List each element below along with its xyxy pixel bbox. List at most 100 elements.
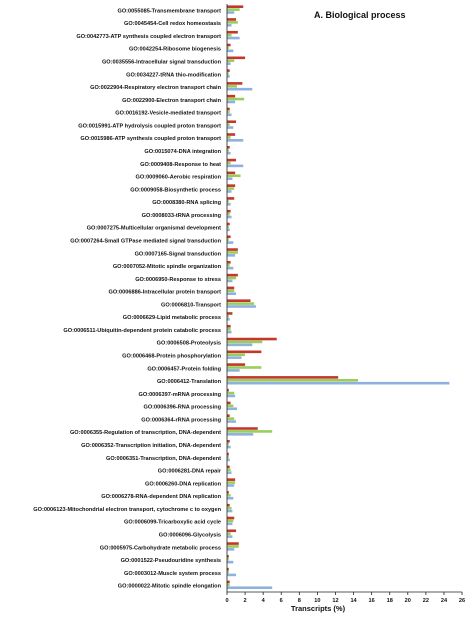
bar-series-3 (227, 215, 232, 219)
bar-series-2 (227, 302, 255, 305)
x-tick-label: 26 (459, 598, 465, 604)
bar-series-3 (227, 330, 232, 334)
bar-series-2 (227, 72, 229, 75)
bar-series-2 (227, 21, 238, 24)
bar-series-2 (227, 84, 237, 88)
x-tick-label: 6 (280, 598, 283, 604)
bar-series-3 (227, 317, 230, 321)
category-label: GO:0006468-Protein phosphorylation (122, 354, 221, 360)
bar-series-2 (227, 340, 263, 344)
x-tick-label: 12 (332, 598, 338, 604)
bar-series-3 (227, 445, 231, 449)
bar-series-2 (227, 494, 231, 497)
bar-series-2 (227, 506, 232, 510)
bar-series-1 (227, 324, 231, 328)
bar-series-1 (227, 69, 230, 72)
category-label: GO:0006508-Proteolysis (157, 341, 221, 347)
bar-series-2 (227, 519, 234, 523)
bar-series-1 (227, 414, 230, 418)
bar-series-1 (227, 376, 339, 379)
bar-series-1 (227, 312, 233, 315)
category-label: GO:0042773-ATP synthesis coupled electro… (76, 34, 221, 40)
category-label: GO:0016192-Vesicle-mediated transport (115, 111, 221, 117)
bar-series-1 (227, 580, 230, 584)
category-label: GO:0009408-Response to heat (140, 162, 221, 168)
bar-series-1 (227, 30, 238, 34)
bar-series-2 (227, 557, 229, 561)
bar-series-1 (227, 209, 231, 213)
category-label: GO:0006281-DNA repair (158, 469, 222, 475)
bar-series-1 (227, 94, 236, 98)
bar-series-2 (227, 545, 239, 548)
category-label: GO:0006364-rRNA processing (141, 417, 221, 423)
x-tick-label: 0 (225, 598, 228, 604)
bar-series-1 (227, 171, 236, 175)
category-label: GO:0045454-Cell redox homeostasis (124, 21, 221, 27)
category-label: GO:0006352-Transcription initiation, DNA… (81, 443, 221, 449)
bars-group (227, 5, 450, 590)
category-label: GO:0009058-Biosynthetic process (130, 187, 221, 193)
bar-series-3 (227, 151, 231, 155)
bar-series-3 (227, 75, 230, 78)
bar-series-2 (227, 136, 231, 139)
bar-series-2 (227, 59, 235, 63)
bar-series-2 (227, 212, 230, 216)
bar-series-1 (227, 401, 231, 405)
category-label: GO:0006886-Intracellular protein transpo… (108, 290, 221, 296)
bar-series-3 (227, 458, 230, 462)
bar-series-1 (227, 222, 230, 226)
bar-series-2 (227, 225, 229, 229)
bar-series-1 (227, 18, 237, 21)
bar-series-3 (227, 164, 244, 168)
category-label: GO:0015991-ATP hydrolysis coupled proton… (78, 123, 221, 129)
x-tick-label: 2 (244, 598, 247, 604)
bar-series-3 (227, 548, 235, 551)
bar-series-2 (227, 110, 230, 114)
bar-series-2 (227, 532, 231, 535)
category-label: GO:0007052-Mitotic spindle organization (113, 264, 222, 270)
bar-series-1 (227, 542, 239, 545)
bar-series-2 (227, 238, 229, 241)
category-label: GO:0000022-Mitotic spindle elongation (118, 584, 222, 590)
chart-title: A. Biological process (314, 10, 406, 20)
bar-series-1 (227, 465, 230, 469)
bar-series-3 (227, 139, 244, 142)
bar-series-2 (227, 33, 232, 37)
bar-series-3 (227, 381, 450, 385)
bar-series-2 (227, 391, 235, 395)
bar-series-3 (227, 177, 233, 180)
category-label: GO:0006457-Protein folding (147, 366, 221, 372)
bar-series-1 (227, 5, 244, 8)
bar-series-2 (227, 161, 231, 165)
category-label: GO:0006396-RNA processing (143, 405, 221, 411)
bar-series-1 (227, 388, 229, 392)
bar-series-1 (227, 286, 235, 290)
bar-series-2 (227, 455, 229, 459)
bar-series-1 (227, 427, 258, 430)
x-axis-title: Transcripts (%) (291, 604, 346, 613)
bar-series-1 (227, 107, 230, 111)
bar-series-1 (227, 516, 235, 520)
bar-series-2 (227, 251, 238, 254)
category-label: GO:0007264-Small GTPase mediated signal … (70, 238, 221, 244)
bar-series-3 (227, 586, 273, 590)
bar-series-2 (227, 481, 236, 484)
bar-series-1 (227, 146, 230, 149)
bar-series-1 (227, 273, 238, 277)
category-label: GO:0006278-RNA-dependent DNA replication (101, 494, 221, 500)
x-tick-label: 14 (350, 598, 357, 604)
x-tick-label: 22 (423, 598, 429, 604)
bar-series-3 (227, 535, 233, 538)
bar-series-1 (227, 555, 229, 558)
bar-series-3 (227, 113, 232, 117)
bar-series-2 (227, 263, 230, 267)
bar-series-1 (227, 82, 243, 85)
bar-series-3 (227, 202, 231, 206)
bar-series-2 (227, 417, 235, 420)
category-label: GO:0006351-Transcription, DNA-dependent (106, 456, 221, 462)
bar-series-3 (227, 305, 256, 308)
bar-series-1 (227, 567, 229, 571)
bar-series-1 (227, 529, 237, 533)
bar-series-2 (227, 174, 241, 178)
